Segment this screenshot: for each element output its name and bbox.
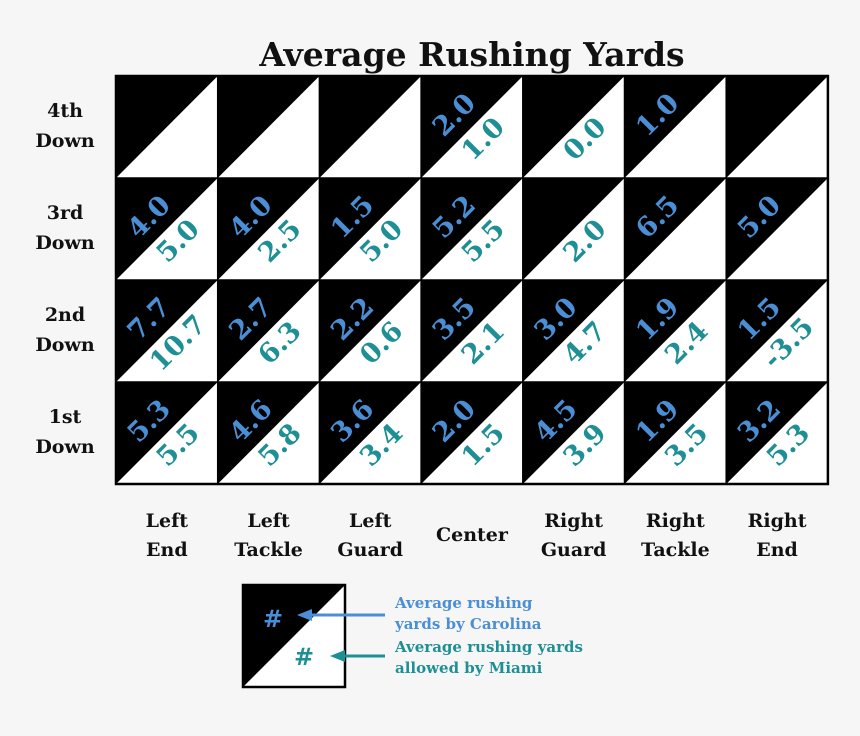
cell-dark-triangle (217, 382, 320, 484)
column-label: Right (646, 510, 705, 532)
cell-dark-triangle (116, 178, 218, 280)
row-label: Down (35, 334, 95, 356)
column-label: Tackle (641, 539, 710, 561)
legend-label-miami: Average rushing yards (394, 638, 583, 656)
grid-lines (114, 74, 830, 486)
cell-dark-triangle (522, 76, 625, 178)
cell-dark-triangle (726, 280, 828, 382)
column-label: Tackle (234, 539, 303, 561)
chart-title: Average Rushing Yards (258, 35, 684, 74)
column-label: Left (146, 510, 189, 532)
column-labels: Left End Left Tackle Left Guard Center Right Gua… (146, 510, 807, 561)
cell-dark-triangle (116, 76, 218, 178)
row-label: Down (35, 130, 95, 152)
column-label: Right (544, 510, 603, 532)
legend-label-carolina: yards by Carolina (394, 615, 542, 633)
column-label: Center (436, 524, 509, 546)
cell-dark-triangle (319, 280, 422, 382)
column-label: Left (247, 510, 290, 532)
cell-dark-triangle (522, 178, 625, 280)
cell-dark-triangle (116, 382, 218, 484)
cell-dark-triangle (217, 178, 320, 280)
legend-arrow-miami-head (330, 650, 345, 662)
column-label: Left (349, 510, 392, 532)
cell-dark-triangle (421, 178, 523, 280)
cell-dark-triangle (624, 382, 727, 484)
column-label: Right (748, 510, 807, 532)
cell-dark-triangle (421, 76, 523, 178)
row-label: Down (35, 436, 95, 458)
grid-cells (116, 76, 828, 484)
legend-arrow-carolina-head (297, 609, 312, 621)
row-label: 4th (47, 100, 83, 122)
cell-dark-triangle (624, 178, 727, 280)
legend-label-carolina: Average rushing (394, 594, 533, 612)
column-label: Guard (337, 539, 403, 561)
cell-dark-triangle (421, 280, 523, 382)
column-label: End (756, 539, 798, 561)
cell-dark-triangle (421, 382, 523, 484)
cell-dark-triangle (319, 76, 422, 178)
legend: # # Average rushing yards by Carolina Averag… (241, 583, 583, 689)
legend-label-miami: allowed by Miami (395, 659, 543, 677)
grid-border (114, 74, 830, 486)
cell-dark-triangle (217, 76, 320, 178)
legend-border (241, 583, 347, 689)
cell-dark-triangle (217, 280, 320, 382)
legend-dark-triangle (243, 585, 345, 687)
cell-dark-triangle (522, 382, 625, 484)
cell-dark-triangle (624, 76, 727, 178)
column-label: End (146, 539, 188, 561)
cell-dark-triangle (726, 382, 828, 484)
cell-dark-triangle (116, 280, 218, 382)
legend-symbol-miami: # (294, 643, 314, 671)
cell-dark-triangle (726, 178, 828, 280)
legend-symbol-carolina: # (263, 605, 283, 633)
cell-dark-triangle (624, 280, 727, 382)
cell-dark-triangle (726, 76, 828, 178)
column-label: Guard (541, 539, 607, 561)
cell-dark-triangle (522, 280, 625, 382)
row-label: Down (35, 232, 95, 254)
row-label: 2nd (45, 304, 85, 326)
row-label: 3rd (47, 202, 84, 224)
cell-dark-triangle (319, 178, 422, 280)
cell-dark-triangle (319, 382, 422, 484)
row-label: 1st (49, 406, 82, 428)
row-labels: 4th Down 3rd Down 2nd Down 1st Down (35, 100, 95, 458)
